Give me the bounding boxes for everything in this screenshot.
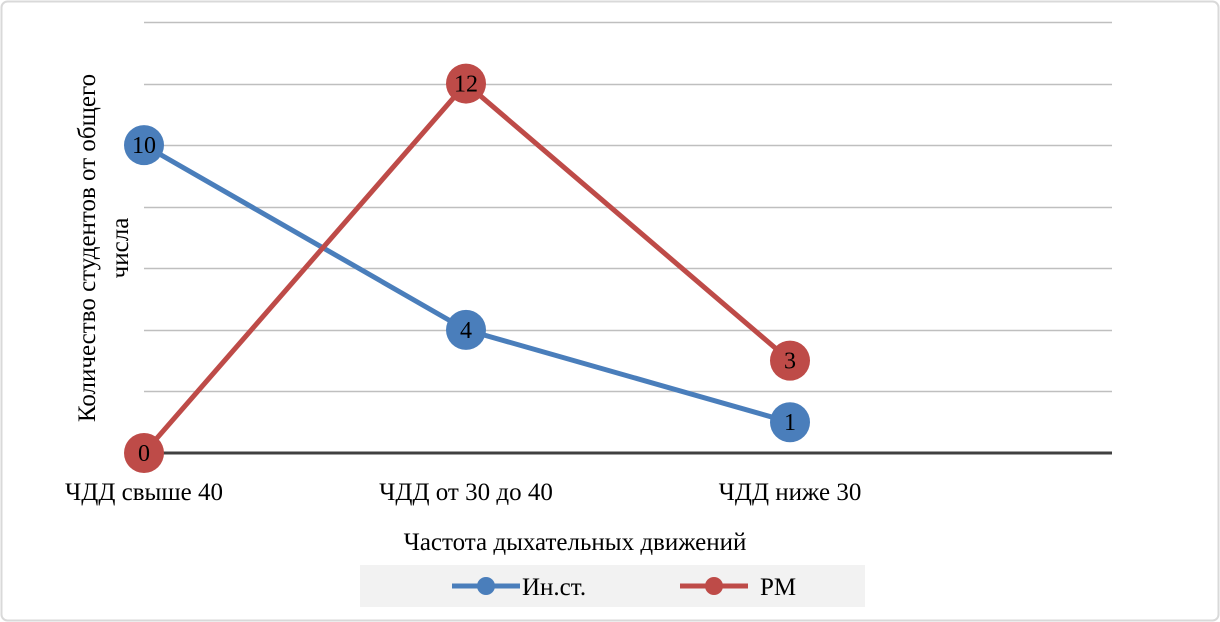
legend-background	[360, 565, 865, 607]
data-label: 1	[784, 410, 796, 436]
data-point	[446, 309, 486, 350]
data-label: 3	[784, 349, 796, 375]
x-tick-labels: ЧДД свыше 40 ЧДД от 30 до 40 ЧДД ниже 30	[65, 479, 861, 506]
series-1: 10 4 1	[124, 125, 810, 443]
legend-swatch-marker	[477, 577, 495, 595]
data-label: 12	[454, 72, 478, 98]
data-label: 0	[138, 441, 150, 467]
data-label: 4	[460, 318, 472, 344]
series-2: 0 12 3	[124, 63, 810, 473]
data-point	[770, 402, 810, 443]
x-tick-label: ЧДД от 30 до 40	[379, 479, 553, 506]
x-tick-label: ЧДД свыше 40	[65, 479, 223, 506]
y-axis-title: Количество студентов от общего числа	[74, 74, 134, 422]
legend-label: Ин.ст.	[522, 574, 586, 601]
x-axis-title: Частота дыхательных движений	[404, 529, 747, 556]
y-axis-title-line: Количество студентов от общего	[74, 74, 101, 422]
data-point	[446, 63, 486, 104]
legend-swatch-marker	[705, 577, 723, 595]
legend: Ин.ст. РМ	[360, 565, 865, 607]
data-point	[124, 125, 164, 166]
data-point	[770, 340, 810, 381]
legend-item: РМ	[680, 574, 796, 601]
axis-titles: Частота дыхательных движений Количество …	[74, 74, 746, 556]
legend-item: Ин.ст.	[452, 574, 586, 601]
y-axis-title-line: числа	[107, 218, 134, 279]
data-point	[124, 433, 164, 473]
legend-label: РМ	[760, 574, 796, 601]
data-label: 10	[132, 133, 156, 159]
x-tick-label: ЧДД ниже 30	[719, 479, 862, 506]
